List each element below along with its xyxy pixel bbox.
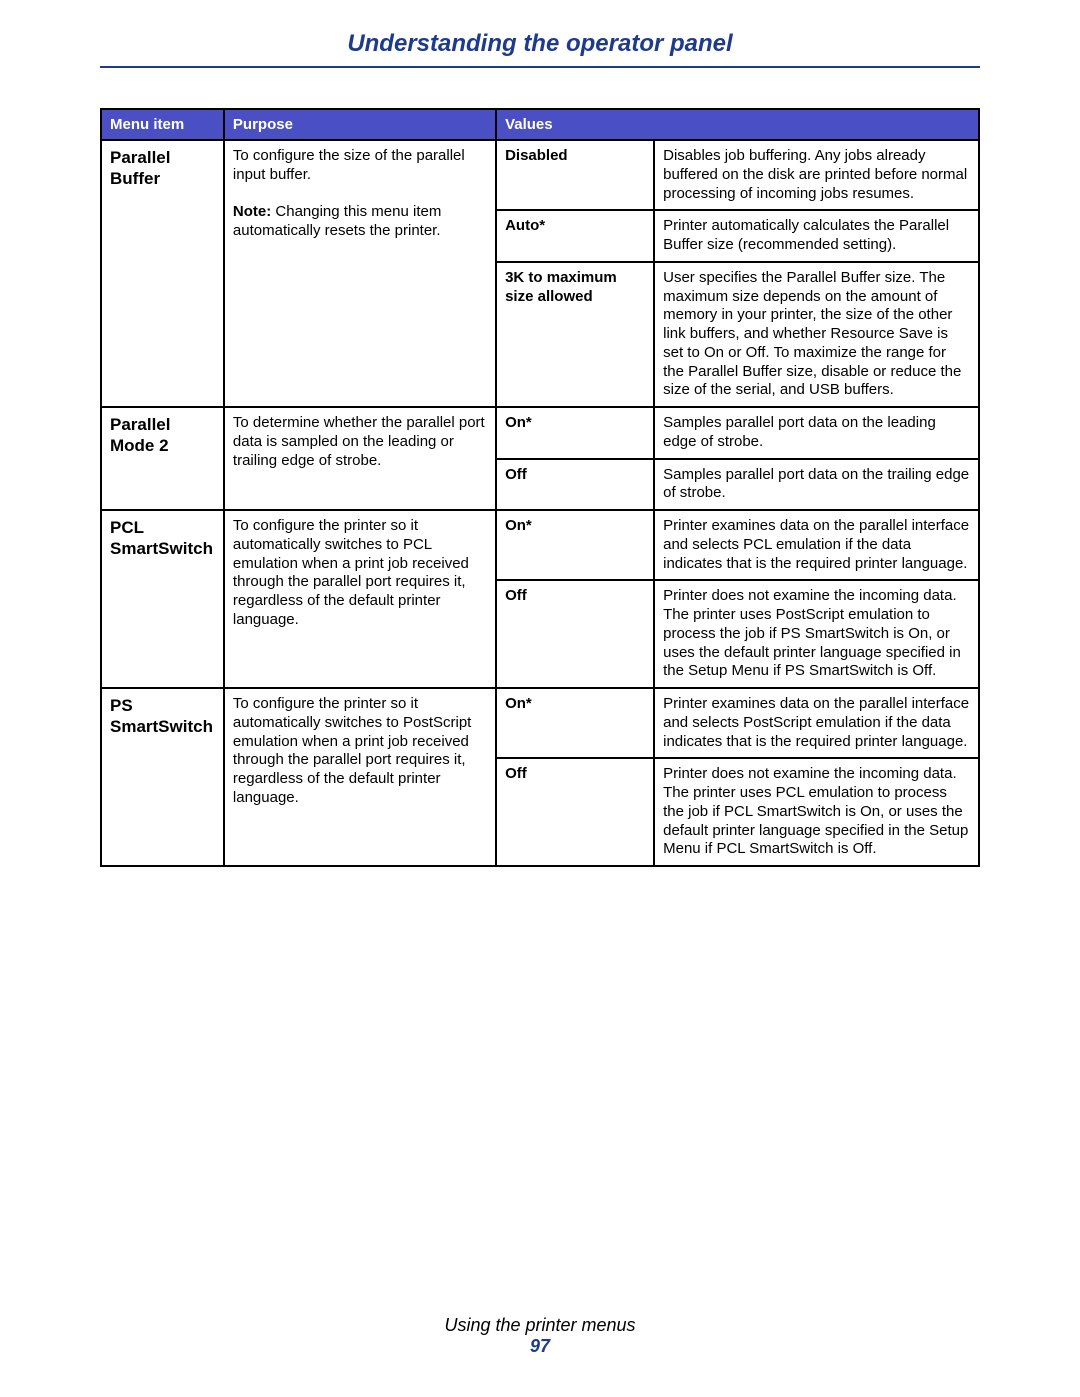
header-purpose: Purpose (224, 109, 496, 140)
menu-item-cell: PS SmartSwitch (101, 688, 224, 866)
value-label: 3K to maximum size allowed (496, 262, 654, 407)
value-label: Auto* (496, 210, 654, 262)
value-label: On* (496, 510, 654, 580)
menu-item-cell: PCL SmartSwitch (101, 510, 224, 688)
menu-item-cell: Parallel Mode 2 (101, 407, 224, 510)
value-desc: Samples parallel port data on the traili… (654, 459, 979, 511)
table-row: Parallel Buffer To configure the size of… (101, 140, 979, 210)
value-desc: Samples parallel port data on the leadin… (654, 407, 979, 459)
page-footer: Using the printer menus 97 (0, 1315, 1080, 1357)
header-menu: Menu item (101, 109, 224, 140)
purpose-cell: To determine whether the parallel port d… (224, 407, 496, 510)
value-desc: Printer examines data on the parallel in… (654, 510, 979, 580)
header-values: Values (496, 109, 979, 140)
value-desc: Printer does not examine the incoming da… (654, 758, 979, 866)
menu-item-cell: Parallel Buffer (101, 140, 224, 407)
note-label: Note: (233, 203, 271, 220)
title-underline (100, 66, 980, 68)
menu-table: Menu item Purpose Values Parallel Buffer… (100, 108, 980, 867)
value-label: On* (496, 407, 654, 459)
value-label: Off (496, 758, 654, 866)
value-desc: Printer examines data on the parallel in… (654, 688, 979, 758)
table-row: Parallel Mode 2 To determine whether the… (101, 407, 979, 459)
table-row: PS SmartSwitch To configure the printer … (101, 688, 979, 758)
value-label: Off (496, 580, 654, 688)
purpose-cell: To configure the printer so it automatic… (224, 688, 496, 866)
page-title: Understanding the operator panel (100, 30, 980, 58)
table-header-row: Menu item Purpose Values (101, 109, 979, 140)
purpose-cell: To configure the printer so it automatic… (224, 510, 496, 688)
document-page: Understanding the operator panel Menu it… (0, 0, 1080, 867)
value-desc: Printer automatically calculates the Par… (654, 210, 979, 262)
value-label: Off (496, 459, 654, 511)
purpose-text: To configure the size of the parallel in… (233, 147, 465, 183)
value-label: Disabled (496, 140, 654, 210)
purpose-cell: To configure the size of the parallel in… (224, 140, 496, 407)
table-row: PCL SmartSwitch To configure the printer… (101, 510, 979, 580)
page-number: 97 (0, 1336, 1080, 1357)
footer-text: Using the printer menus (0, 1315, 1080, 1336)
value-desc: Printer does not examine the incoming da… (654, 580, 979, 688)
value-label: On* (496, 688, 654, 758)
value-desc: User specifies the Parallel Buffer size.… (654, 262, 979, 407)
value-desc: Disables job buffering. Any jobs already… (654, 140, 979, 210)
